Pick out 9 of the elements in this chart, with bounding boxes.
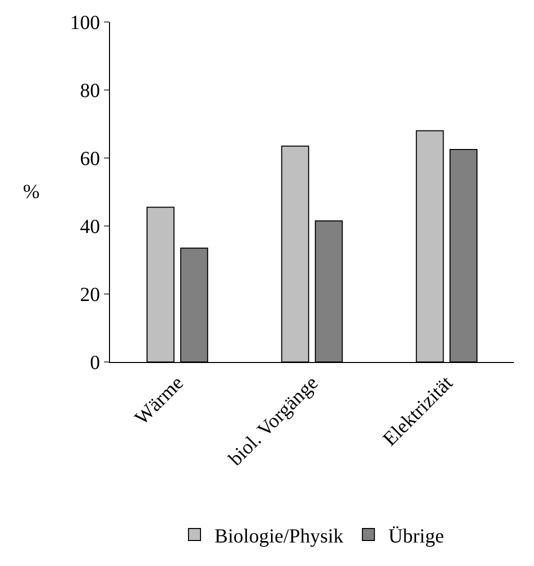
y-axis-title: % [23, 181, 40, 203]
y-tick-label: 100 [70, 12, 100, 34]
legend-label: Biologie/Physik [214, 525, 344, 548]
y-tick-label: 0 [90, 352, 100, 374]
y-tick-label: 60 [80, 148, 100, 170]
y-tick-label: 20 [80, 284, 100, 306]
legend-label: Übrige [388, 525, 444, 548]
y-tick-label: 80 [80, 80, 100, 102]
y-tick-label: 40 [80, 216, 100, 238]
